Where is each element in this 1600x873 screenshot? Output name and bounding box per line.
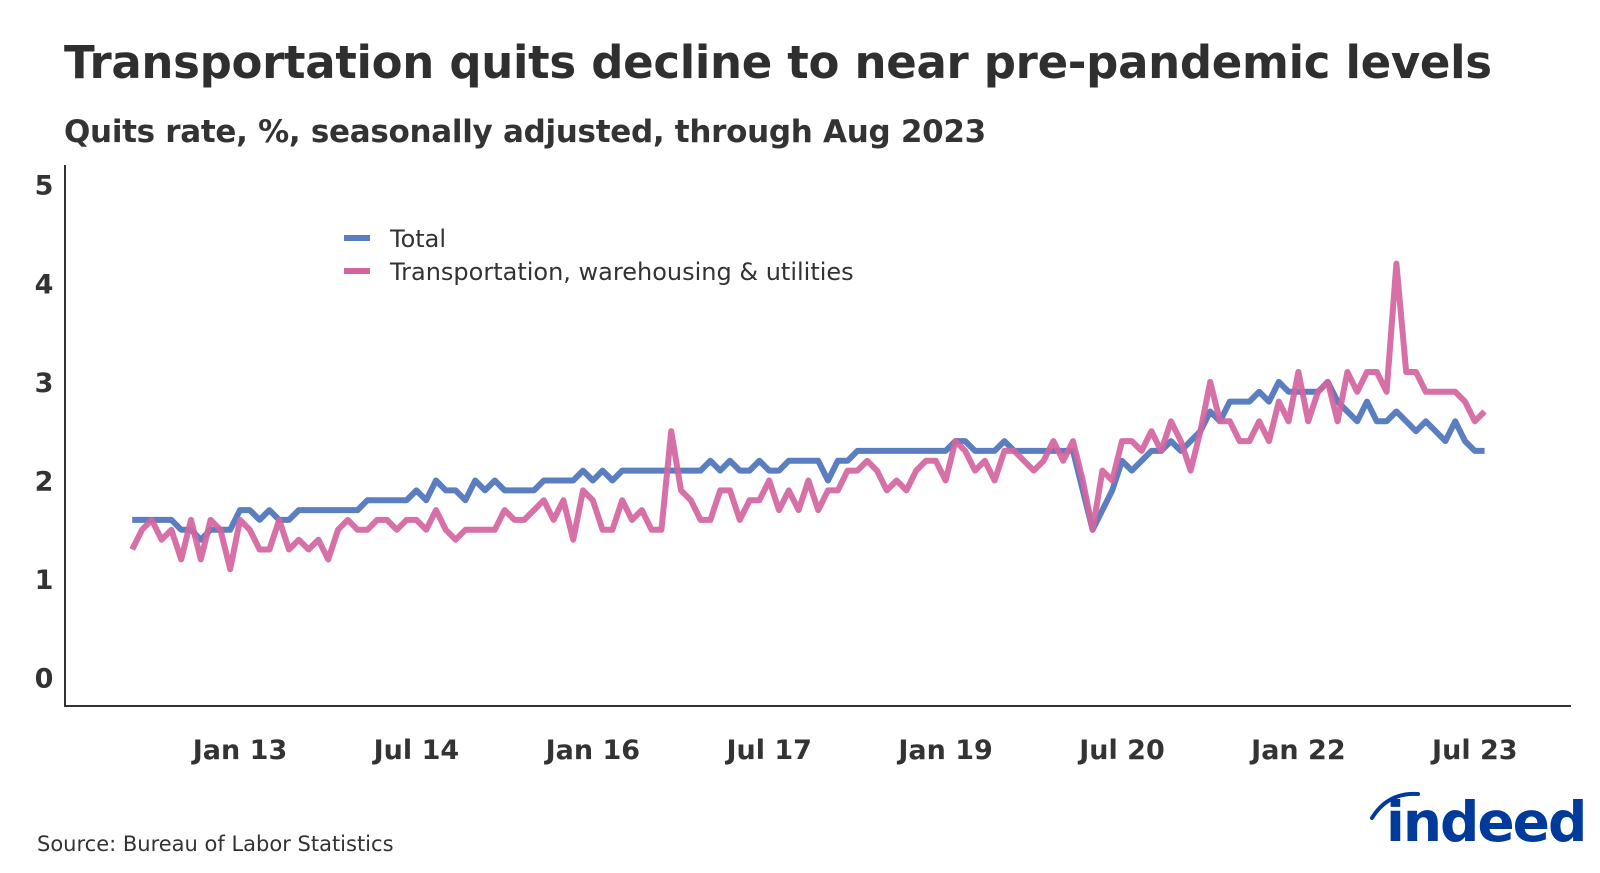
x-tick-label: Jan 22	[1249, 735, 1345, 766]
chart-title: Transportation quits decline to near pre…	[64, 36, 1492, 89]
legend-label-total: Total	[389, 225, 446, 253]
source-note: Source: Bureau of Labor Statistics	[37, 832, 394, 856]
x-tick-label: Jul 14	[372, 735, 460, 766]
indeed-logo: indeed	[1366, 790, 1587, 860]
chart-subtitle: Quits rate, %, seasonally adjusted, thro…	[64, 114, 986, 150]
y-tick-label: 1	[35, 565, 54, 596]
y-tick-label: 2	[35, 467, 54, 498]
series-line-total	[132, 378, 1485, 543]
y-tick-label: 4	[35, 269, 54, 300]
series-line-transportation	[129, 260, 1487, 573]
y-tick-label: 3	[35, 368, 54, 399]
y-tick-label: 5	[35, 171, 54, 202]
x-tick-label: Jul 20	[1077, 735, 1165, 766]
series-lines	[129, 260, 1487, 573]
legend-label-transportation: Transportation, warehousing & utilities	[389, 258, 854, 286]
x-tick-label: Jul 17	[724, 735, 812, 766]
x-tick-label: Jul 23	[1430, 735, 1518, 766]
x-axis-ticks: Jan 13 Jul 14 Jan 16 Jul 17 Jan 19 Jul 20 Jan …	[191, 735, 1518, 766]
x-tick-label: Jan 16	[544, 735, 640, 766]
y-axis-ticks: 0 1 2 3 4 5	[35, 171, 54, 695]
logo-wordmark: indeed	[1386, 790, 1587, 854]
y-tick-label: 0	[35, 664, 54, 695]
x-tick-label: Jan 19	[896, 735, 992, 766]
legend: Total Transportation, warehousing & util…	[344, 225, 854, 286]
x-tick-label: Jan 13	[191, 735, 287, 766]
logo-arc-icon	[1370, 791, 1420, 820]
